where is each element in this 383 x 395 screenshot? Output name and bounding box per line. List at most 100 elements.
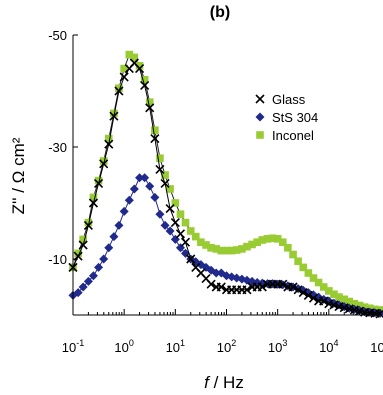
y-axis-label-text: Z'' / Ω cm² [9, 137, 28, 214]
data-point-inconel [110, 109, 118, 118]
data-point-inconel [176, 210, 185, 218]
data-point-glass [206, 279, 216, 289]
data-point-sts-304 [160, 220, 170, 230]
data-point-inconel [314, 278, 323, 287]
y-tick-label: -10 [48, 252, 67, 267]
data-point-inconel [84, 218, 93, 227]
data-point-glass [288, 282, 298, 292]
data-point-inconel [212, 245, 221, 253]
data-point-inconel [186, 227, 195, 235]
data-point-glass [140, 80, 150, 90]
data-point-inconel [125, 50, 134, 59]
data-point-glass [186, 254, 196, 264]
data-point-inconel [243, 242, 251, 251]
legend-item-inconel: Inconel [256, 128, 314, 143]
data-point-inconel [120, 64, 128, 73]
data-point-inconel [309, 274, 318, 282]
data-point-inconel [145, 98, 154, 106]
data-point-glass [114, 86, 124, 96]
data-point-inconel [227, 246, 236, 255]
data-point-glass [88, 198, 99, 208]
data-point-glass [104, 139, 114, 149]
data-point-glass [319, 296, 329, 306]
data-point-sts-304 [99, 254, 109, 264]
data-point-inconel [238, 245, 246, 253]
data-point-glass [99, 159, 109, 169]
data-point-inconel [99, 157, 108, 165]
data-point-sts-304 [88, 271, 98, 281]
data-point-inconel [340, 295, 349, 304]
x-tick-label: 101 [166, 338, 185, 355]
data-point-glass [242, 285, 252, 295]
data-point-inconel [135, 62, 144, 70]
data-point-sts-304 [119, 206, 129, 216]
data-point-inconel [248, 240, 256, 249]
series-inconel [69, 50, 383, 314]
data-point-inconel [335, 293, 343, 301]
data-point-inconel [345, 297, 354, 306]
data-point-glass [165, 204, 175, 214]
data-point-inconel [299, 263, 308, 272]
data-point-glass [145, 103, 155, 113]
data-point-inconel [294, 257, 302, 266]
data-point-inconel [268, 234, 277, 243]
data-point-inconel [94, 176, 103, 185]
data-point-inconel [289, 250, 297, 259]
data-point-glass [160, 178, 170, 188]
data-point-sts-304 [165, 226, 175, 236]
data-point-sts-304 [124, 195, 134, 205]
axes: -50 -30 -10 10-1 100 101 102 103 104 105 [48, 28, 383, 355]
data-point-glass [293, 285, 303, 295]
data-point-inconel [156, 154, 164, 162]
plot-area [68, 50, 383, 319]
series-glass [68, 58, 383, 319]
data-point-inconel [89, 193, 98, 202]
x-tick-label: 100 [114, 338, 133, 355]
data-point-sts-304 [155, 209, 165, 219]
y-tick-label: -50 [48, 28, 67, 43]
data-point-inconel [202, 241, 210, 249]
data-point-glass [109, 111, 119, 121]
legend-label-glass: Glass [272, 92, 306, 107]
data-point-inconel [319, 283, 328, 291]
data-point-inconel [130, 53, 139, 62]
data-point-sts-304 [129, 184, 139, 194]
data-point-glass [94, 178, 104, 188]
data-point-sts-304 [145, 181, 155, 191]
data-point-inconel [151, 126, 159, 134]
x-axis-label-variable: f [204, 373, 211, 392]
y-tick-label: -30 [48, 140, 67, 155]
data-point-sts-304 [78, 282, 88, 292]
x-tick-label: 10-1 [62, 338, 84, 355]
data-point-glass [303, 290, 313, 300]
legend-label-sts-304: StS 304 [272, 110, 318, 125]
data-point-glass [329, 300, 339, 310]
data-point-inconel [217, 246, 226, 255]
data-point-sts-304 [211, 268, 221, 278]
data-point-inconel [166, 185, 174, 193]
data-point-inconel [181, 218, 190, 227]
data-point-glass [278, 279, 288, 289]
data-point-sts-304 [150, 192, 160, 202]
data-point-glass [308, 293, 319, 303]
data-point-glass [216, 282, 226, 292]
legend-marker-glass [255, 94, 265, 104]
data-point-inconel [304, 269, 313, 277]
legend: Glass StS 304 Inconel [255, 92, 318, 143]
legend-marker-sts-304 [255, 112, 265, 122]
legend-item-sts-304: StS 304 [255, 110, 318, 125]
data-point-sts-304 [73, 288, 83, 298]
data-point-inconel [253, 238, 261, 246]
legend-marker-inconel [256, 131, 264, 139]
x-axis-label: f / Hz [204, 373, 244, 392]
data-point-glass [155, 164, 165, 174]
data-point-inconel [263, 235, 272, 243]
data-point-glass [175, 229, 186, 239]
data-point-sts-304 [94, 262, 104, 272]
x-tick-label: 103 [268, 338, 287, 355]
data-point-inconel [279, 238, 287, 246]
data-point-inconel [140, 76, 149, 84]
data-point-inconel [258, 236, 267, 244]
data-point-sts-304 [104, 243, 114, 253]
